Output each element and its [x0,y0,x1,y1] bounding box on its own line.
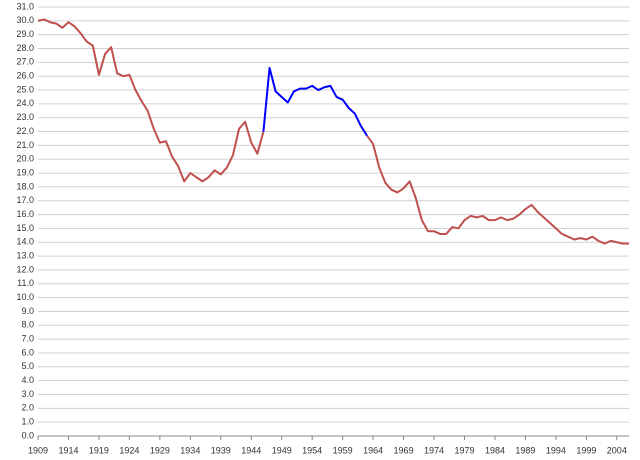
x-tick-label: 1934 [180,445,200,455]
y-tick-label: 24.0 [16,98,34,108]
x-tick-label: 1919 [89,445,109,455]
y-tick-label: 7.0 [21,334,34,344]
x-tick-label: 1964 [363,445,383,455]
y-tick-label: 26.0 [16,71,34,81]
x-tick-label: 1999 [576,445,596,455]
x-tick-label: 1939 [211,445,231,455]
x-tick-label: 1979 [454,445,474,455]
x-tick-label: 1984 [485,445,505,455]
y-tick-label: 30.0 [16,15,34,25]
x-tick-label: 1924 [119,445,139,455]
y-tick-label: 21.0 [16,140,34,150]
y-tick-label: 12.0 [16,264,34,274]
y-tick-label: 1.0 [21,417,34,427]
y-tick-label: 19.0 [16,167,34,177]
x-tick-label: 1969 [394,445,414,455]
data-line [262,66,368,137]
y-tick-label: 8.0 [21,320,34,330]
x-tick-label: 1914 [58,445,78,455]
x-tick-label: 1954 [302,445,322,455]
x-tick-label: 1929 [150,445,170,455]
y-tick-label: 14.0 [16,237,34,247]
y-tick-label: 31.0 [16,1,34,11]
y-tick-label: 20.0 [16,154,34,164]
y-tick-label: 16.0 [16,209,34,219]
x-tick-label: 2004 [607,445,627,455]
y-tick-label: 25.0 [16,84,34,94]
x-tick-label: 1994 [546,445,566,455]
y-tick-label: 17.0 [16,195,34,205]
y-tick-label: 11.0 [17,278,34,288]
y-tick-label: 10.0 [16,292,34,302]
x-tick-label: 1974 [424,445,444,455]
y-tick-label: 3.0 [21,389,34,399]
y-tick-label: 13.0 [16,250,34,260]
y-tick-label: 23.0 [16,112,34,122]
y-tick-label: 4.0 [21,375,34,385]
x-tick-label: 1959 [333,445,353,455]
y-tick-label: 6.0 [21,347,34,357]
y-tick-label: 5.0 [21,361,34,371]
y-tick-label: 18.0 [16,181,34,191]
y-tick-label: 2.0 [21,403,34,413]
x-tick-label: 1944 [241,445,261,455]
data-line [37,18,629,245]
x-tick-label: 1949 [272,445,292,455]
y-tick-label: 27.0 [16,57,34,67]
y-tick-label: 22.0 [16,126,34,136]
y-tick-label: 9.0 [21,306,34,316]
y-tick-label: 0.0 [21,430,34,440]
x-tick-label: 1989 [515,445,535,455]
y-tick-label: 29.0 [16,29,34,39]
x-tick-label: 1909 [28,445,48,455]
y-tick-label: 15.0 [16,223,34,233]
y-tick-label: 28.0 [16,43,34,53]
